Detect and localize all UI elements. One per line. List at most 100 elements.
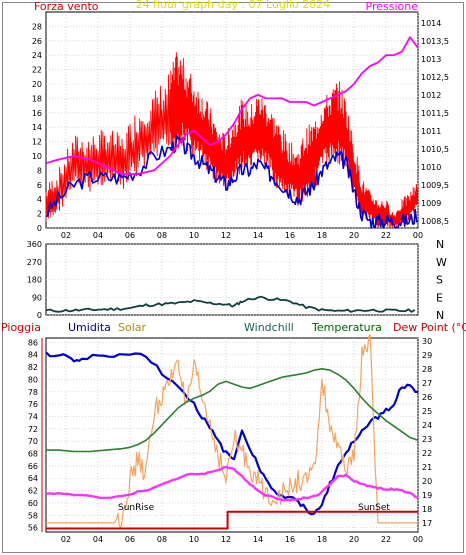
x-tick-label: 04 xyxy=(93,231,103,240)
x-tick-label: 18 xyxy=(317,231,327,240)
x-tick-label: 10 xyxy=(189,535,199,544)
temperature-tick-label: 30 xyxy=(422,337,432,346)
temperature-tick-label: 29 xyxy=(422,351,432,360)
y-left-tick-label: 18 xyxy=(32,94,42,103)
temperature-tick-label: 25 xyxy=(422,407,432,416)
y-right-tick-label: 1009,5 xyxy=(421,181,449,190)
rain-label: Pioggia xyxy=(1,321,41,334)
wind-force-label: Forza vento xyxy=(34,0,99,13)
wind-mean-line xyxy=(45,134,418,229)
temperature-tick-label: 19 xyxy=(422,491,432,500)
humidity-tick-label: 80 xyxy=(28,375,38,384)
y-left-tick-label: 8 xyxy=(37,166,42,175)
pressure-line xyxy=(45,36,419,175)
direction-tick-label: 0 xyxy=(37,311,42,320)
wind-direction-line xyxy=(45,295,416,313)
solar-line xyxy=(46,333,418,529)
y-right-tick-label: 1011,5 xyxy=(421,109,449,118)
humidity-tick-label: 72 xyxy=(28,425,38,434)
temperature-tick-label: 22 xyxy=(422,449,432,458)
humidity-tick-label: 76 xyxy=(28,400,38,409)
direction-tick-label: 90 xyxy=(32,293,42,302)
temperature-tick-label: 23 xyxy=(422,435,432,444)
x-tick-label: 00 xyxy=(413,535,423,544)
x-tick-label: 22 xyxy=(381,535,391,544)
temperature-tick-label: 21 xyxy=(422,463,432,472)
x-tick-label: 20 xyxy=(349,535,359,544)
x-tick-label: 14 xyxy=(253,535,263,544)
y-left-tick-label: 22 xyxy=(32,66,42,75)
temperature-tick-label: 26 xyxy=(422,393,432,402)
x-tick-label: 12 xyxy=(221,231,231,240)
humidity-tick-label: 62 xyxy=(28,487,38,496)
y-right-tick-label: 1010 xyxy=(421,163,441,172)
dew-point-line xyxy=(45,465,419,502)
y-left-tick-label: 12 xyxy=(32,138,42,147)
y-left-tick-label: 10 xyxy=(32,152,42,161)
temperature-label: Temperatura xyxy=(311,321,382,334)
humidity-tick-label: 64 xyxy=(28,474,38,483)
compass-label: N xyxy=(436,309,444,322)
windchill-label: Windchill xyxy=(244,321,294,334)
temperature-tick-label: 20 xyxy=(422,477,432,486)
x-tick-label: 02 xyxy=(61,535,71,544)
y-right-tick-label: 1013,5 xyxy=(421,37,449,46)
humidity-tick-label: 56 xyxy=(28,524,38,533)
humidity-tick-label: 58 xyxy=(28,511,38,520)
sunset-annotation: SunSet xyxy=(358,503,390,513)
y-left-tick-label: 28 xyxy=(32,22,42,31)
y-right-tick-label: 1011 xyxy=(421,127,441,136)
y-right-tick-label: 1010,5 xyxy=(421,145,449,154)
solar-label: Solar xyxy=(118,321,147,334)
y-left-tick-label: 4 xyxy=(37,195,42,204)
x-tick-label: 00 xyxy=(413,231,423,240)
y-left-tick-label: 14 xyxy=(32,123,42,132)
humidity-label: Umidita xyxy=(68,321,111,334)
x-tick-label: 08 xyxy=(157,535,167,544)
chart-title: 24 hour graph day : 07 Luglio 2024 xyxy=(136,0,331,11)
pressure-label: Pressione xyxy=(366,0,419,13)
compass-label: W xyxy=(436,256,447,269)
temperature-tick-label: 28 xyxy=(422,365,432,374)
direction-tick-label: 360 xyxy=(27,240,42,249)
temperature-line xyxy=(46,367,419,453)
y-left-tick-label: 24 xyxy=(32,51,42,60)
y-right-tick-label: 1012 xyxy=(421,91,441,100)
y-left-tick-label: 0 xyxy=(37,224,42,233)
tick-labels: 02468101214161820222426281008,510091009,… xyxy=(27,19,449,544)
x-tick-label: 20 xyxy=(349,231,359,240)
x-tick-label: 22 xyxy=(381,231,391,240)
compass-label: E xyxy=(436,291,443,304)
y-right-tick-label: 1008,5 xyxy=(421,217,449,226)
x-tick-label: 10 xyxy=(189,231,199,240)
humidity-tick-label: 68 xyxy=(28,450,38,459)
sunrise-annotation: SunRise xyxy=(118,503,155,513)
humidity-tick-label: 70 xyxy=(28,437,38,446)
y-right-tick-label: 1013 xyxy=(421,55,441,64)
x-tick-label: 18 xyxy=(317,535,327,544)
x-tick-label: 16 xyxy=(285,231,295,240)
x-tick-label: 08 xyxy=(157,231,167,240)
y-left-tick-label: 26 xyxy=(32,37,42,46)
compass-label: N xyxy=(436,238,444,251)
y-right-tick-label: 1009 xyxy=(421,199,441,208)
humidity-tick-label: 60 xyxy=(28,499,38,508)
humidity-tick-label: 82 xyxy=(28,363,38,372)
x-tick-label: 16 xyxy=(285,535,295,544)
y-left-tick-label: 16 xyxy=(32,109,42,118)
rain-line xyxy=(46,510,418,530)
y-right-tick-label: 1014 xyxy=(421,19,441,28)
humidity-tick-label: 84 xyxy=(28,351,38,360)
temperature-tick-label: 18 xyxy=(422,505,432,514)
direction-tick-label: 270 xyxy=(27,258,42,267)
temperature-tick-label: 24 xyxy=(422,421,432,430)
y-left-tick-label: 6 xyxy=(37,181,42,190)
humidity-tick-label: 78 xyxy=(28,388,38,397)
y-left-tick-label: 20 xyxy=(32,80,42,89)
temperature-tick-label: 27 xyxy=(422,379,432,388)
humidity-line xyxy=(45,351,419,516)
x-tick-label: 06 xyxy=(125,231,135,240)
x-tick-label: 04 xyxy=(93,535,103,544)
